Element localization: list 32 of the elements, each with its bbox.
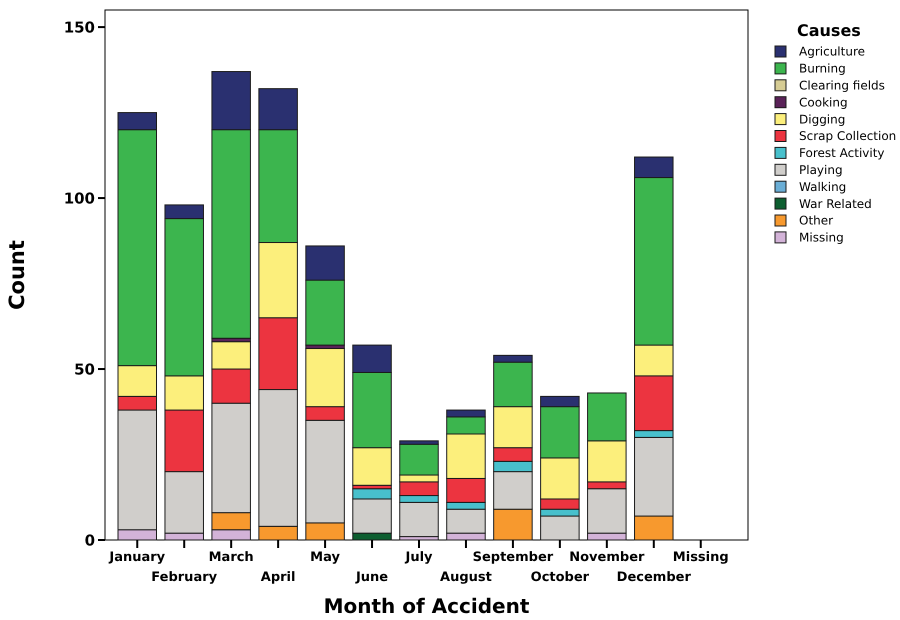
x-tick-label: December [616,570,692,585]
x-tick-label: April [260,570,296,585]
legend-label: Digging [799,112,846,126]
x-tick-label: October [530,570,590,585]
x-tick-label: January [108,550,166,565]
legend-label: Cooking [799,95,848,110]
legend-label: Clearing fields [799,78,885,92]
x-tick-label: February [151,570,218,585]
x-tick-label: May [310,550,340,565]
legend-label: Playing [799,163,843,177]
legend-title: Causes [797,21,861,40]
x-tick-label: August [440,570,492,585]
legend-label: Forest Activity [799,146,885,160]
x-tick-label: November [569,550,646,565]
y-tick-label: 0 [84,531,95,550]
x-tick-label: July [404,550,434,565]
legend-label: Walking [799,180,846,194]
legend-label: Agriculture [799,44,865,59]
x-tick-label: March [208,550,254,565]
legend-label: Burning [799,62,846,76]
y-tick-label: 150 [64,18,95,36]
legend-label: Scrap Collection [799,129,896,144]
legend-label: Other [799,214,834,228]
y-tick-label: 100 [64,189,95,208]
x-tick-label: September [472,550,554,565]
y-axis-title: Count [5,240,29,310]
x-axis-title: Month of Accident [324,594,530,618]
y-tick-label: 50 [74,360,95,378]
x-tick-label: June [354,570,388,585]
legend-label: War Related [799,196,872,211]
legend-label: Missing [799,230,844,245]
x-tick-label: Missing [672,550,729,565]
